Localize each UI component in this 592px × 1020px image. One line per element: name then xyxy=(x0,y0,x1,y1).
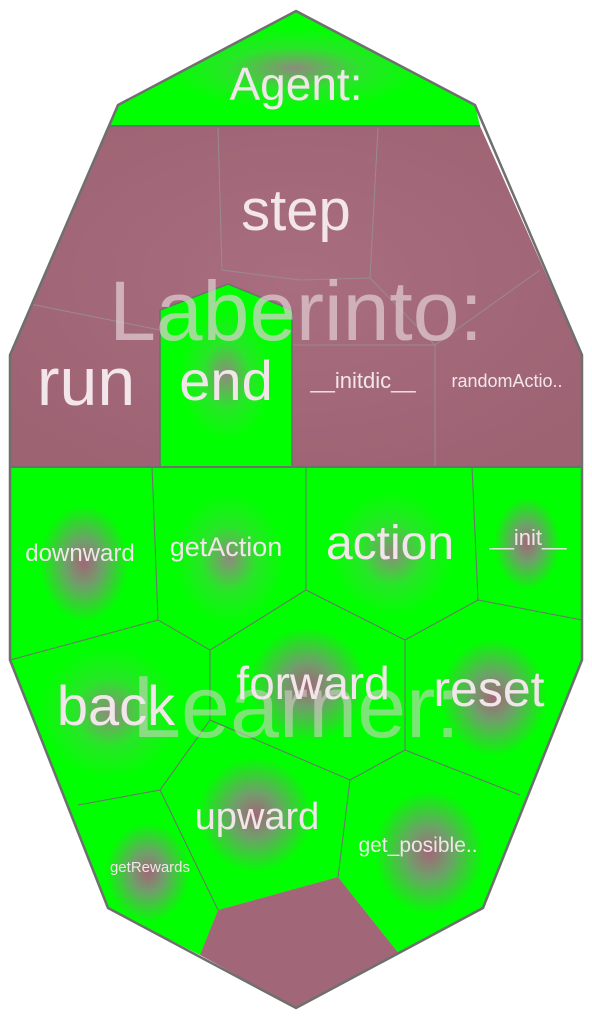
group-label-agent: Agent: xyxy=(230,58,363,110)
group-label-learner: Learner: xyxy=(132,657,460,756)
cell-downward[interactable] xyxy=(10,467,158,660)
agent-region[interactable] xyxy=(110,11,480,126)
cell-label-getRewards: getRewards xyxy=(110,859,190,876)
laberinto-region[interactable] xyxy=(10,126,582,467)
cell-end[interactable] xyxy=(160,284,292,467)
learner-cell-border xyxy=(10,589,582,661)
cell-label-get_posible: get_posible.. xyxy=(358,834,477,857)
learner-cell-border xyxy=(151,466,159,621)
cell-label-upward: upward xyxy=(195,796,320,838)
cell-label-action: action xyxy=(326,517,454,570)
cell-label-initdic: __initdic__ xyxy=(309,368,416,393)
cell-label-downward: downward xyxy=(25,540,134,567)
laberinto-cell-border xyxy=(292,344,436,467)
cell-label-forward: forward xyxy=(236,657,389,709)
cell-forward[interactable] xyxy=(210,590,405,780)
cell-getRewards[interactable] xyxy=(78,790,218,955)
cell-label-back: back xyxy=(57,674,176,737)
cell-label-randomAction: randomActio.. xyxy=(451,371,562,391)
laberinto-cell-border xyxy=(10,299,161,331)
learner-cell-border xyxy=(159,789,219,911)
cell-label-reset: reset xyxy=(433,661,544,717)
learner-cell-border xyxy=(337,779,351,878)
group-label-laberinto: Laberinto: xyxy=(109,264,483,358)
cell-label-step: step xyxy=(241,178,351,243)
cell-init[interactable] xyxy=(472,467,582,620)
cell-upward[interactable] xyxy=(160,720,350,910)
cell-reset[interactable] xyxy=(405,600,582,795)
cell-get_posible[interactable] xyxy=(338,750,520,955)
cell-label-end: end xyxy=(179,349,272,412)
end-cell-border xyxy=(159,283,293,467)
outer-border xyxy=(8,9,584,1010)
learner-cell-border xyxy=(471,466,479,601)
cell-back[interactable] xyxy=(10,620,210,805)
bottom-mauve-cell[interactable] xyxy=(200,877,400,1008)
cell-label-run: run xyxy=(37,344,135,420)
cell-label-getAction: getAction xyxy=(170,532,283,562)
cell-action[interactable] xyxy=(306,467,478,640)
learner-cell-border xyxy=(404,749,521,796)
laberinto-cell-border xyxy=(217,127,379,281)
cell-label-init: __init__ xyxy=(488,525,567,550)
cell-getAction[interactable] xyxy=(152,467,306,650)
